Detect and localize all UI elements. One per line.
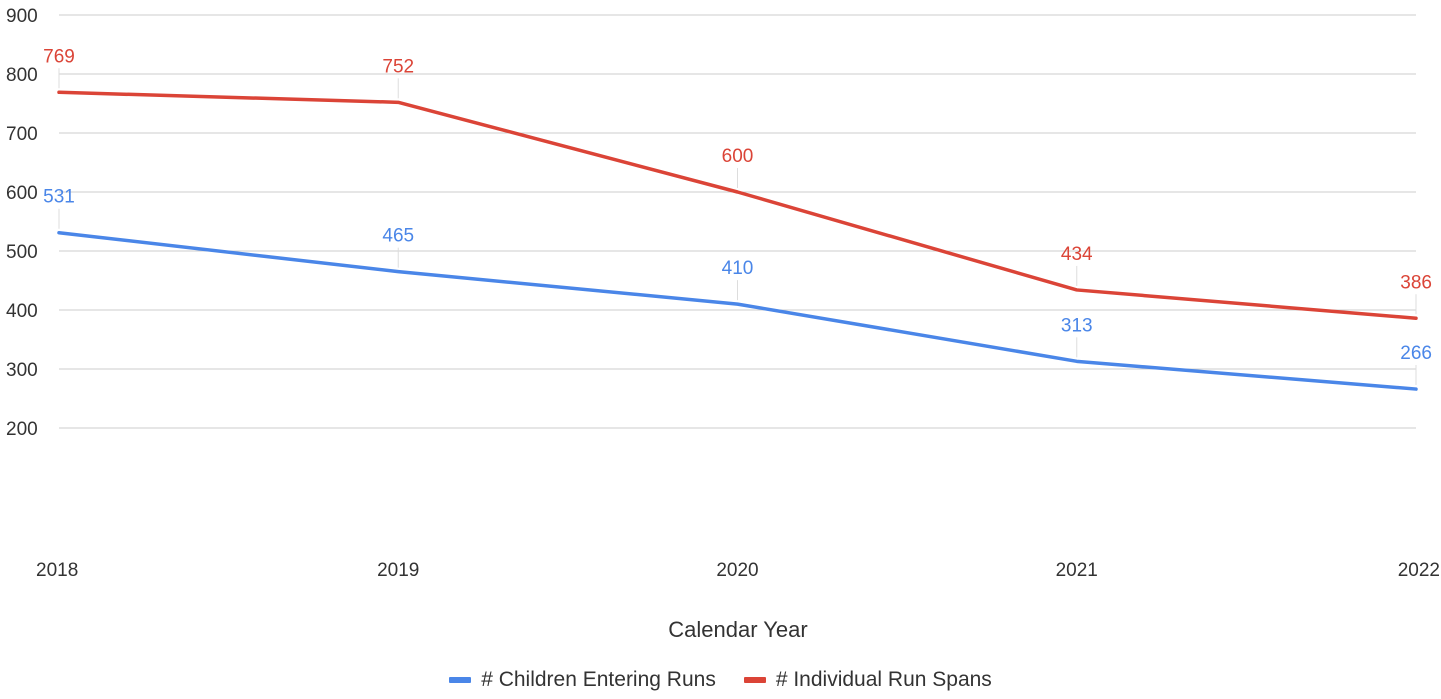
chart-legend: # Children Entering Runs # Individual Ru… xyxy=(0,668,1441,692)
data-label: 313 xyxy=(1061,315,1093,336)
x-tick-label: 2020 xyxy=(716,560,758,581)
data-label: 531 xyxy=(43,187,75,208)
data-label: 465 xyxy=(382,226,414,247)
legend-item-individual-run-spans[interactable]: # Individual Run Spans xyxy=(743,668,992,692)
data-label: 386 xyxy=(1400,272,1432,293)
legend-label: # Individual Run Spans xyxy=(775,668,992,691)
y-tick-label: 900 xyxy=(6,6,38,27)
chart-canvas: 200 300 400 500 600 700 800 900 2018 2019 2020 2021… xyxy=(6,6,1440,642)
data-label: 600 xyxy=(722,146,754,167)
x-axis-title: Calendar Year xyxy=(668,617,807,642)
y-tick-label: 600 xyxy=(6,183,38,204)
legend-swatch xyxy=(743,677,766,683)
y-tick-label: 700 xyxy=(6,124,38,145)
series-line-0 xyxy=(57,230,1418,391)
legend-swatch xyxy=(449,677,472,683)
data-label: 266 xyxy=(1400,343,1432,364)
data-label: 769 xyxy=(43,46,75,67)
y-tick-label: 200 xyxy=(6,419,38,440)
series-line-1 xyxy=(57,90,1418,321)
data-label: 434 xyxy=(1061,244,1093,265)
x-tick-label: 2018 xyxy=(36,560,78,581)
y-tick-label: 400 xyxy=(6,301,38,322)
x-tick-label: 2021 xyxy=(1056,560,1098,581)
y-tick-label: 800 xyxy=(6,65,38,86)
x-tick-label: 2019 xyxy=(377,560,419,581)
legend-label: # Children Entering Runs xyxy=(481,668,716,691)
y-tick-label: 500 xyxy=(6,242,38,263)
y-tick-label: 300 xyxy=(6,360,38,381)
data-label: 752 xyxy=(382,56,414,77)
legend-item-children-entering-runs[interactable]: # Children Entering Runs xyxy=(449,668,716,692)
data-label: 410 xyxy=(722,258,754,279)
x-tick-label: 2022 xyxy=(1398,560,1440,581)
